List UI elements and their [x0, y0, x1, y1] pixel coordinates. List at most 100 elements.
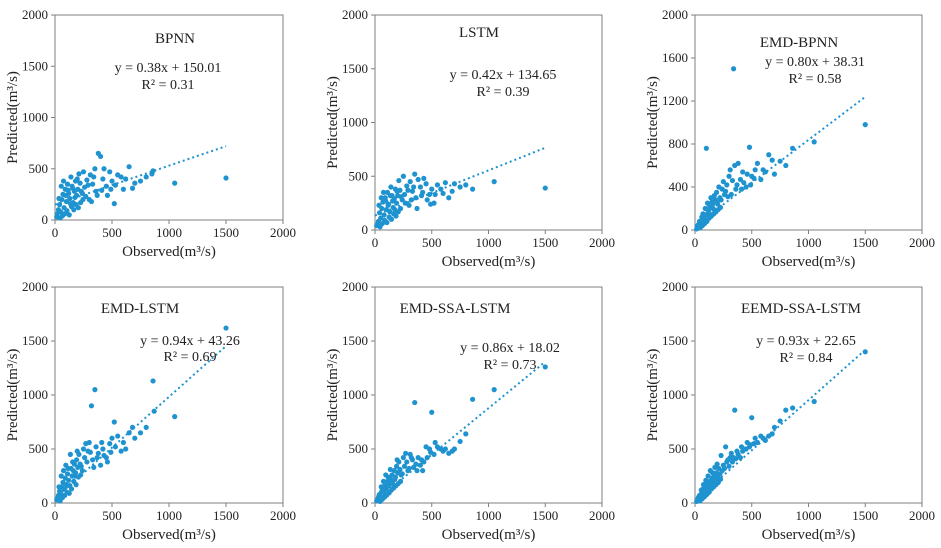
chart-title: LSTM	[459, 25, 499, 41]
data-point	[724, 182, 730, 188]
data-point	[783, 407, 789, 413]
x-tick-label: 1500	[532, 508, 558, 523]
data-point	[172, 180, 178, 186]
data-point	[90, 181, 96, 187]
data-point	[56, 195, 62, 202]
data-point	[432, 191, 438, 198]
chart-title: EEMD-SSA-LSTM	[741, 301, 861, 317]
y-tick-label: 0	[682, 495, 689, 510]
data-point	[407, 179, 413, 185]
x-tick-label: 500	[422, 235, 442, 250]
data-point	[118, 448, 124, 454]
data-point	[72, 473, 78, 479]
r-squared-label: R² = 0.58	[789, 72, 842, 87]
chart-panel-2: 0 500 1000 1500 2000 0 500 1000 1500 2000 Observed…	[325, 7, 615, 270]
data-point	[405, 187, 411, 193]
y-tick-label: 800	[669, 136, 689, 151]
data-point	[766, 152, 772, 158]
y-tick-label: 2000	[662, 7, 688, 22]
data-point	[66, 490, 72, 496]
data-point	[388, 216, 395, 222]
data-point	[758, 433, 764, 439]
data-point	[70, 185, 76, 191]
x-tick-label: 1000	[476, 235, 502, 250]
data-point	[126, 164, 132, 170]
data-point	[811, 139, 817, 145]
data-point	[381, 212, 387, 218]
data-point	[414, 468, 420, 474]
data-point	[132, 180, 138, 186]
data-point	[442, 446, 448, 452]
regression-equation: y = 0.42x + 134.65	[450, 68, 557, 83]
x-tick-label: 500	[102, 225, 122, 240]
data-point	[80, 169, 87, 175]
data-point	[408, 455, 414, 461]
data-point	[84, 177, 90, 183]
data-point	[374, 223, 380, 229]
data-point	[94, 192, 100, 198]
data-point	[95, 450, 101, 456]
data-point	[404, 459, 410, 465]
x-tick-label: 1000	[156, 508, 182, 523]
data-point	[754, 160, 761, 166]
data-point	[104, 192, 111, 198]
data-point	[88, 198, 95, 205]
data-point	[63, 192, 69, 198]
data-point	[709, 201, 716, 207]
chart-title: EMD-SSA-LSTM	[400, 301, 511, 317]
data-point	[92, 387, 98, 393]
data-point	[728, 191, 734, 198]
data-point	[392, 206, 398, 213]
data-point	[438, 446, 444, 452]
data-point	[58, 209, 64, 215]
data-point	[446, 195, 452, 201]
y-axis-label: Predicted(m³/s)	[5, 71, 21, 164]
chart-panel-1: 0 500 1000 1500 2000 0 500 1000 1500 2000 Observed…	[5, 7, 296, 260]
data-point	[223, 175, 229, 181]
data-point	[398, 472, 404, 478]
y-tick-label: 2000	[342, 7, 368, 22]
x-tick-label: 1500	[532, 235, 558, 250]
data-point	[91, 464, 97, 470]
data-point	[400, 173, 406, 179]
data-point	[75, 205, 81, 211]
x-axis-label: Observed(m³/s)	[762, 527, 856, 543]
data-point	[434, 182, 441, 188]
trend-line	[374, 146, 546, 217]
data-point	[811, 398, 817, 405]
data-point	[98, 462, 104, 468]
y-tick-label: 1200	[662, 93, 688, 108]
data-point	[393, 200, 400, 206]
data-point	[404, 183, 410, 189]
y-tick-label: 1000	[22, 110, 48, 125]
trend-line	[374, 360, 546, 502]
data-point	[101, 166, 107, 172]
data-point	[392, 476, 398, 482]
data-point	[397, 205, 404, 212]
data-point	[463, 182, 469, 188]
data-point	[65, 187, 71, 193]
y-tick-label: 1500	[22, 333, 48, 348]
data-point	[132, 435, 138, 441]
data-point	[378, 484, 384, 490]
chart-title: EMD-BPNN	[760, 35, 839, 51]
x-tick-label: 500	[102, 508, 122, 523]
r-squared-label: R² = 0.84	[780, 351, 833, 366]
data-point	[82, 455, 88, 461]
x-tick-label: 1000	[796, 508, 822, 523]
data-point	[491, 179, 497, 185]
data-point	[777, 418, 783, 424]
regression-equation: y = 0.80x + 38.31	[765, 55, 865, 70]
data-point	[771, 171, 778, 177]
x-tick-label: 1500	[852, 508, 878, 523]
data-point	[698, 487, 704, 493]
data-point	[118, 174, 124, 180]
y-tick-label: 500	[349, 441, 369, 456]
chart-panel-4: 0 500 1000 1500 2000 0 500 1000 1500 2000 Observed…	[5, 279, 296, 543]
x-tick-label: 0	[692, 508, 699, 523]
data-point	[394, 188, 400, 194]
data-point	[728, 450, 734, 456]
x-tick-label: 2000	[270, 225, 296, 240]
r-squared-label: R² = 0.73	[484, 358, 537, 373]
y-tick-label: 0	[42, 212, 49, 227]
